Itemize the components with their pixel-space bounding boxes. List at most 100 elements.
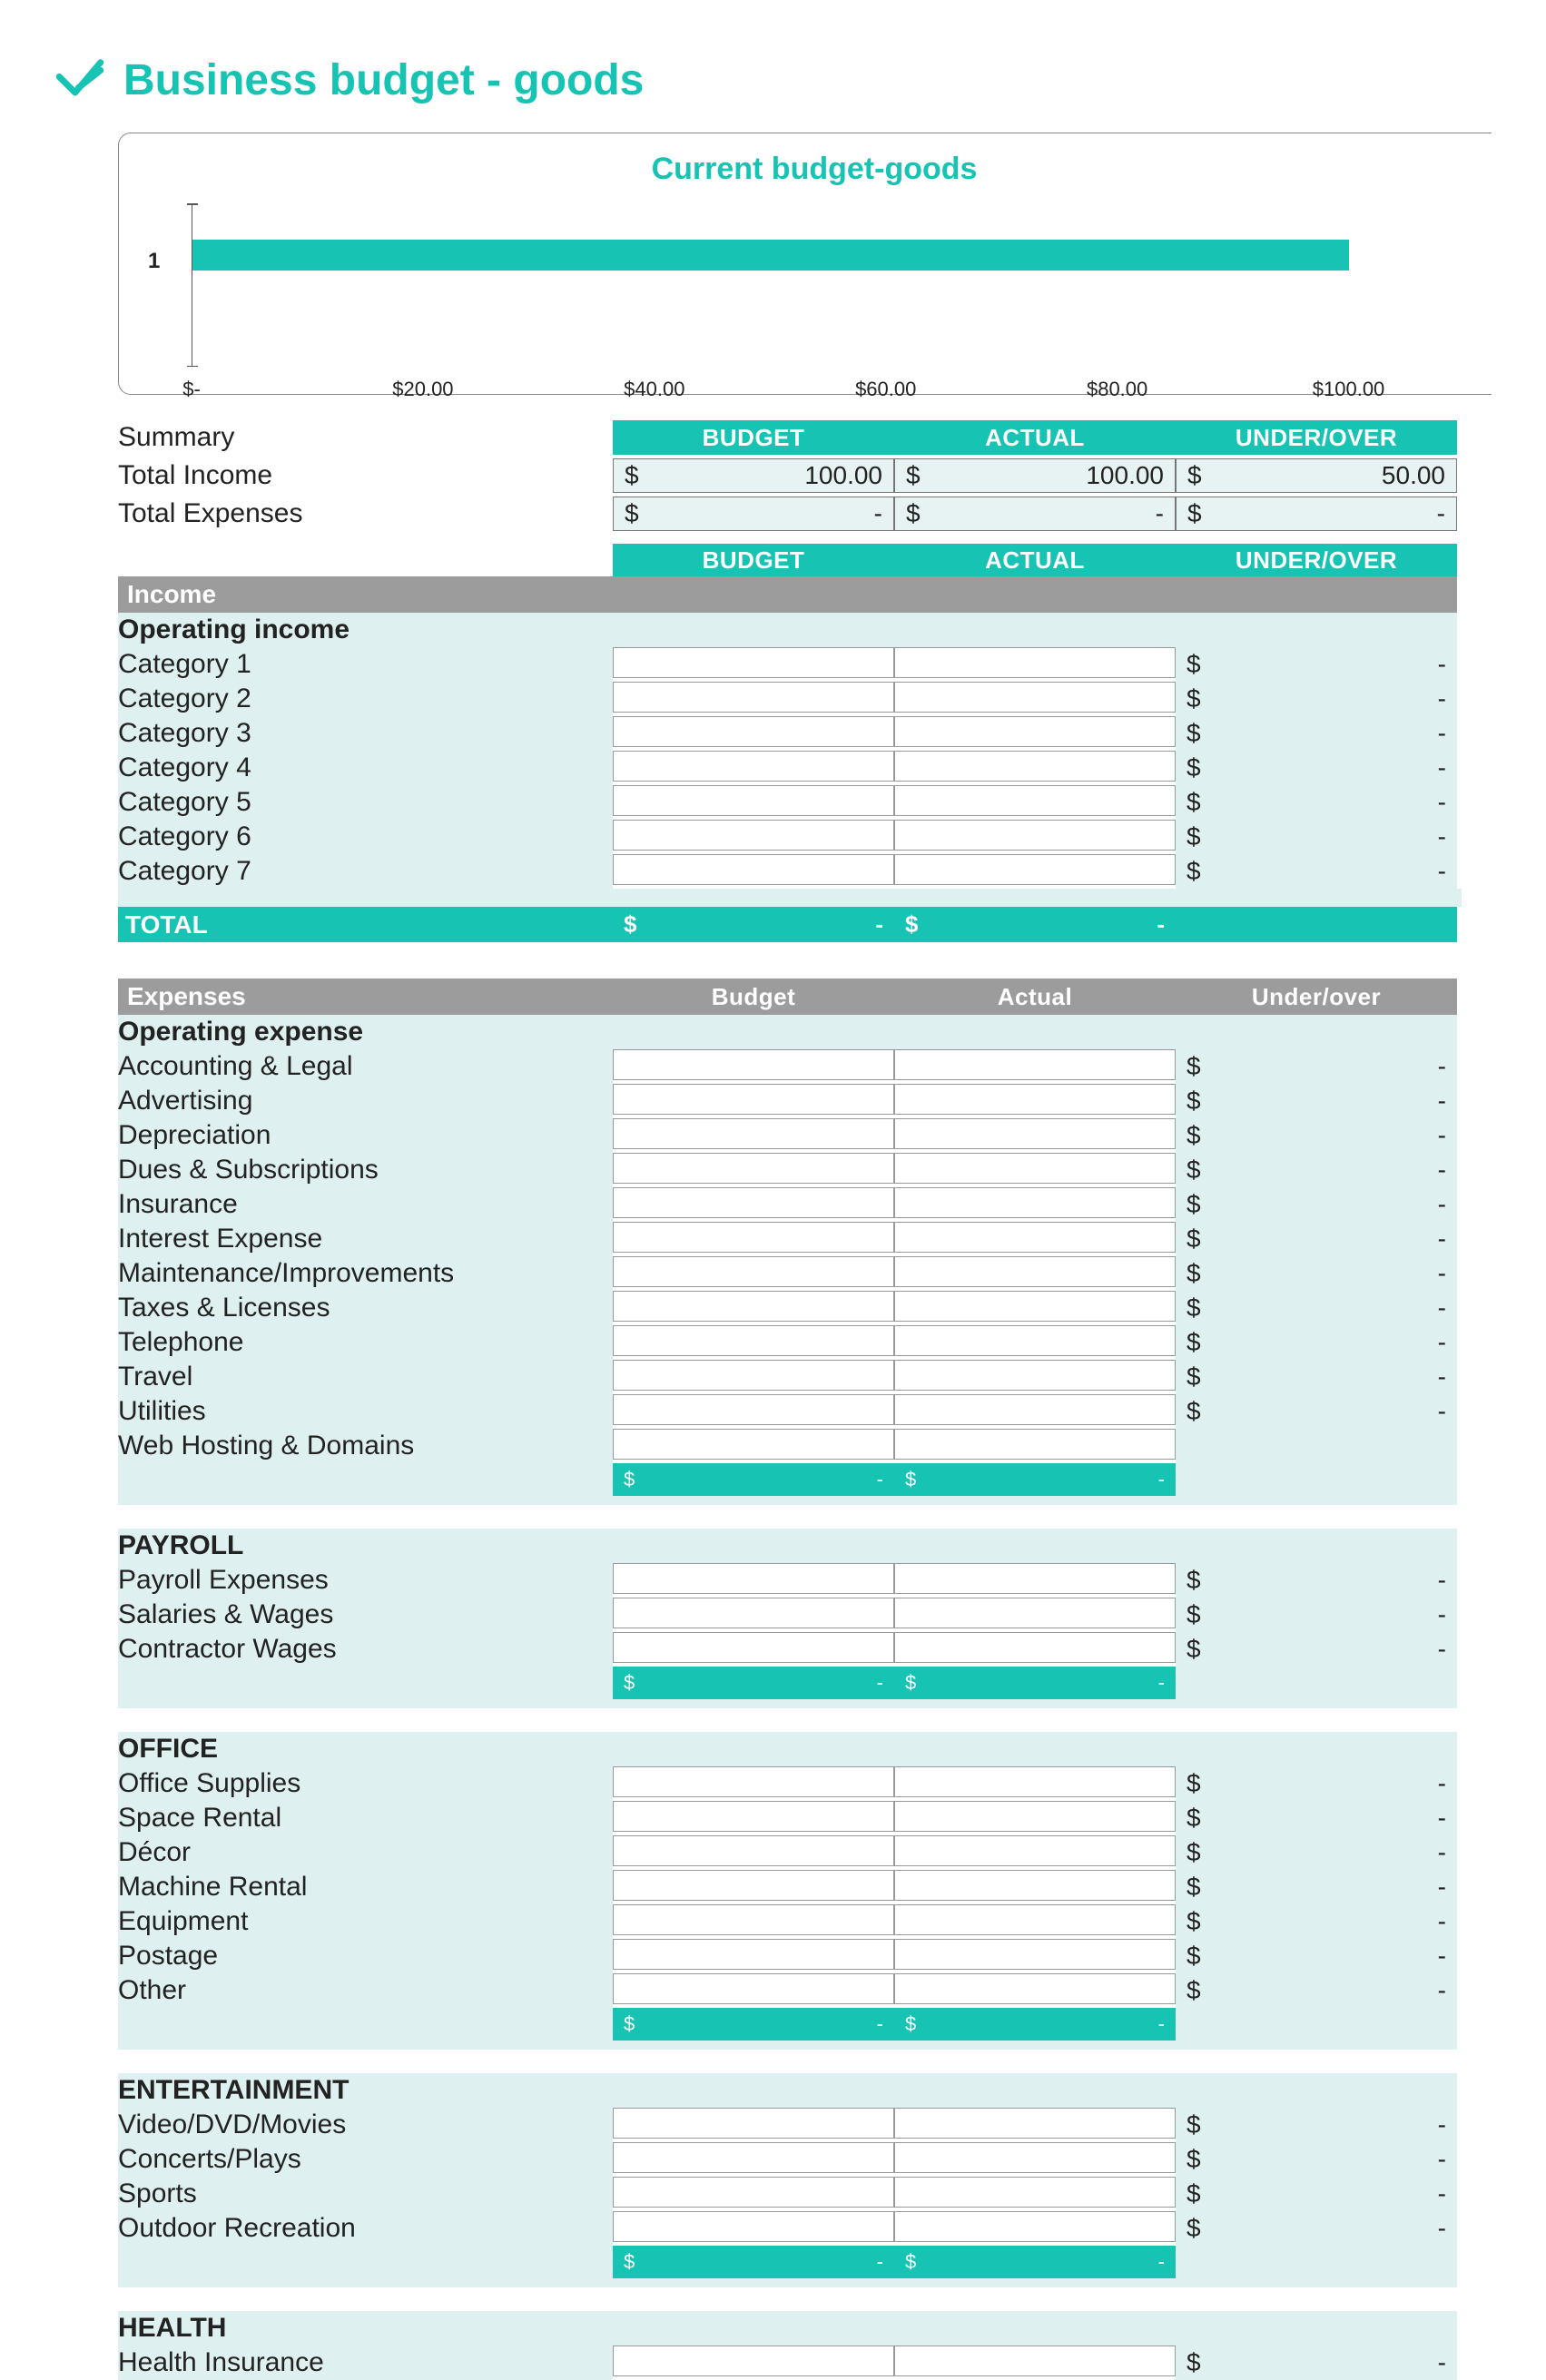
expense-underover: $- bbox=[1176, 1291, 1457, 1325]
expense-budget-input[interactable] bbox=[613, 1394, 894, 1425]
expense-budget-input[interactable] bbox=[613, 1291, 894, 1322]
income-budget-input[interactable] bbox=[613, 854, 894, 885]
expense-actual-input[interactable] bbox=[894, 2346, 1176, 2376]
expense-budget-input[interactable] bbox=[613, 1870, 894, 1901]
expense-actual-input[interactable] bbox=[894, 1429, 1176, 1460]
expense-actual-input[interactable] bbox=[894, 1360, 1176, 1391]
expense-actual-input[interactable] bbox=[894, 2142, 1176, 2173]
expense-budget-input[interactable] bbox=[613, 1835, 894, 1866]
expense-item-label: Equipment bbox=[118, 1904, 613, 1939]
expense-budget-input[interactable] bbox=[613, 2346, 894, 2376]
expense-item-label: Insurance bbox=[118, 1187, 613, 1222]
expense-actual-input[interactable] bbox=[894, 1222, 1176, 1253]
expense-actual-input[interactable] bbox=[894, 1187, 1176, 1218]
income-actual-input[interactable] bbox=[894, 647, 1176, 678]
chart-x-tick: $40.00 bbox=[624, 378, 684, 401]
chart-panel: Current budget-goods 1 $-$20.00$40.00$60… bbox=[118, 133, 1492, 395]
expense-actual-input[interactable] bbox=[894, 1256, 1176, 1287]
expense-subtotal-actual: $- bbox=[894, 1463, 1176, 1496]
income-budget-input[interactable] bbox=[613, 716, 894, 747]
expense-underover: $- bbox=[1176, 2346, 1457, 2380]
expense-underover: $- bbox=[1176, 1084, 1457, 1118]
expense-actual-input[interactable] bbox=[894, 1118, 1176, 1149]
expense-actual-input[interactable] bbox=[894, 1084, 1176, 1115]
income-underover: $- bbox=[1176, 820, 1457, 854]
expense-budget-input[interactable] bbox=[613, 1153, 894, 1184]
expense-item-row: Video/DVD/Movies$- bbox=[118, 2108, 1462, 2142]
expense-item-label: Utilities bbox=[118, 1394, 613, 1429]
expense-item-row: Taxes & Licenses$- bbox=[118, 1291, 1462, 1325]
expense-actual-input[interactable] bbox=[894, 1153, 1176, 1184]
expense-item-label: Video/DVD/Movies bbox=[118, 2108, 613, 2142]
expense-budget-input[interactable] bbox=[613, 1187, 894, 1218]
expense-budget-input[interactable] bbox=[613, 1801, 894, 1832]
expense-budget-input[interactable] bbox=[613, 1429, 894, 1460]
expense-actual-input[interactable] bbox=[894, 1325, 1176, 1356]
expense-underover: $- bbox=[1176, 1394, 1457, 1429]
income-total-row: TOTAL $- $- bbox=[118, 907, 1462, 942]
expense-budget-input[interactable] bbox=[613, 1222, 894, 1253]
expense-budget-input[interactable] bbox=[613, 1118, 894, 1149]
expense-budget-input[interactable] bbox=[613, 1360, 894, 1391]
expense-group-label: PAYROLL bbox=[118, 1529, 613, 1563]
income-budget-input[interactable] bbox=[613, 751, 894, 782]
expense-actual-input[interactable] bbox=[894, 1049, 1176, 1080]
expense-budget-input[interactable] bbox=[613, 1049, 894, 1080]
expense-budget-input[interactable] bbox=[613, 2177, 894, 2208]
expense-actual-input[interactable] bbox=[894, 1394, 1176, 1425]
income-item-label: Category 6 bbox=[118, 820, 613, 854]
expense-budget-input[interactable] bbox=[613, 1084, 894, 1115]
income-budget-input[interactable] bbox=[613, 820, 894, 851]
income-item-label: Category 3 bbox=[118, 716, 613, 751]
income-underover: $- bbox=[1176, 682, 1457, 716]
income-budget-input[interactable] bbox=[613, 682, 894, 713]
expense-underover: $- bbox=[1176, 1973, 1457, 2008]
expense-actual-input[interactable] bbox=[894, 2177, 1176, 2208]
expense-budget-input[interactable] bbox=[613, 1325, 894, 1356]
income-actual-input[interactable] bbox=[894, 785, 1176, 816]
expense-actual-input[interactable] bbox=[894, 1939, 1176, 1970]
expense-budget-input[interactable] bbox=[613, 1766, 894, 1797]
expense-actual-input[interactable] bbox=[894, 1598, 1176, 1628]
expense-actual-input[interactable] bbox=[894, 1904, 1176, 1935]
expense-budget-input[interactable] bbox=[613, 1632, 894, 1663]
expense-underover: $- bbox=[1176, 1766, 1457, 1801]
expense-budget-input[interactable] bbox=[613, 1904, 894, 1935]
expense-budget-input[interactable] bbox=[613, 2108, 894, 2139]
income-actual-input[interactable] bbox=[894, 682, 1176, 713]
expense-item-row: Dues & Subscriptions$- bbox=[118, 1153, 1462, 1187]
expense-item-label: Other bbox=[118, 1973, 613, 2008]
expense-budget-input[interactable] bbox=[613, 2142, 894, 2173]
expense-subtotal-budget: $- bbox=[613, 1667, 894, 1699]
expense-actual-input[interactable] bbox=[894, 2211, 1176, 2242]
expense-budget-input[interactable] bbox=[613, 1256, 894, 1287]
income-item-row: Category 5$- bbox=[118, 785, 1462, 820]
expense-actual-input[interactable] bbox=[894, 1291, 1176, 1322]
income-budget-input[interactable] bbox=[613, 647, 894, 678]
expense-budget-input[interactable] bbox=[613, 2211, 894, 2242]
income-actual-input[interactable] bbox=[894, 751, 1176, 782]
expense-subtotal-row: $-$- bbox=[118, 1463, 1462, 1496]
expense-actual-input[interactable] bbox=[894, 1835, 1176, 1866]
income-actual-input[interactable] bbox=[894, 820, 1176, 851]
expense-actual-input[interactable] bbox=[894, 1632, 1176, 1663]
income-actual-input[interactable] bbox=[894, 854, 1176, 885]
page-title: Business budget - goods bbox=[123, 55, 644, 105]
income-budget-input[interactable] bbox=[613, 785, 894, 816]
expense-actual-input[interactable] bbox=[894, 2108, 1176, 2139]
income-actual-input[interactable] bbox=[894, 716, 1176, 747]
expense-budget-input[interactable] bbox=[613, 1973, 894, 2004]
expense-actual-input[interactable] bbox=[894, 1801, 1176, 1832]
expense-actual-input[interactable] bbox=[894, 1563, 1176, 1594]
expense-underover: $- bbox=[1176, 1563, 1457, 1598]
summary-header-actual: ACTUAL bbox=[894, 420, 1176, 455]
expense-actual-input[interactable] bbox=[894, 1766, 1176, 1797]
expense-item-label: Décor bbox=[118, 1835, 613, 1870]
expense-underover: $- bbox=[1176, 1632, 1457, 1667]
expense-actual-input[interactable] bbox=[894, 1973, 1176, 2004]
expense-actual-input[interactable] bbox=[894, 1870, 1176, 1901]
summary-row-label: Total Income bbox=[118, 458, 613, 493]
expense-budget-input[interactable] bbox=[613, 1563, 894, 1594]
expense-budget-input[interactable] bbox=[613, 1939, 894, 1970]
expense-budget-input[interactable] bbox=[613, 1598, 894, 1628]
